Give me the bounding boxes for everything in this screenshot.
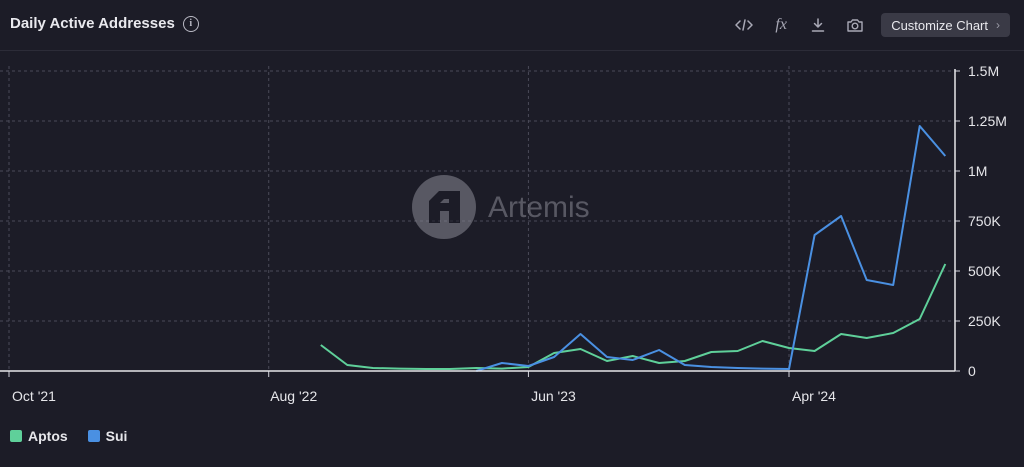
embed-code-icon[interactable] (733, 14, 755, 36)
y-tick-label: 750K (968, 213, 1001, 229)
x-tick-label: Oct '21 (12, 388, 56, 404)
y-tick-label: 1M (968, 163, 987, 179)
customize-chart-label: Customize Chart (891, 17, 988, 33)
legend-item-aptos[interactable]: Aptos (10, 428, 68, 444)
download-icon[interactable] (807, 14, 829, 36)
y-tick-label: 250K (968, 313, 1001, 329)
legend-swatch-sui (87, 430, 100, 442)
legend-item-sui[interactable]: Sui (87, 428, 128, 444)
line-chart[interactable]: Artemis 0 250K 500K 750K 1M 1.25M 1.5M Oct '21 A… (0, 51, 1024, 423)
chart-header: Daily Active Addresses i fx Customize Ch… (0, 0, 1024, 51)
chart-title: Daily Active Addresses (10, 15, 175, 32)
y-tick-label: 0 (968, 363, 976, 379)
legend-label-sui: Sui (105, 428, 128, 444)
info-icon[interactable]: i (182, 15, 199, 32)
chevron-right-icon: › (996, 18, 1000, 32)
legend-label-aptos: Aptos (28, 428, 68, 444)
y-tick-label: 500K (968, 263, 1001, 279)
chart-toolbar: fx Customize Chart › (733, 13, 1010, 37)
x-tick-label: Apr '24 (792, 388, 836, 404)
axis-layer: 0 250K 500K 750K 1M 1.25M 1.5M Oct '21 Aug '22 Ju… (0, 63, 1007, 404)
artemis-logo-mark (429, 191, 460, 223)
y-tick-label: 1.5M (968, 63, 999, 79)
camera-icon[interactable] (844, 14, 866, 36)
series-layer (320, 125, 947, 372)
artemis-wordmark: Artemis (488, 191, 590, 224)
formula-icon[interactable]: fx (775, 16, 787, 33)
artemis-watermark: Artemis (412, 175, 590, 239)
x-tick-label: Aug '22 (270, 388, 317, 404)
x-tick-label: Jun '23 (531, 388, 576, 404)
series-line-sui[interactable] (476, 125, 947, 372)
legend-swatch-aptos (10, 430, 22, 442)
y-tick-label: 1.25M (968, 113, 1007, 129)
title-wrap: Daily Active Addresses i (10, 15, 199, 32)
chart-legend: Aptos Sui (10, 428, 147, 444)
customize-chart-button[interactable]: Customize Chart › (881, 13, 1010, 37)
grid-layer (0, 66, 955, 371)
series-line-aptos[interactable] (320, 263, 947, 370)
